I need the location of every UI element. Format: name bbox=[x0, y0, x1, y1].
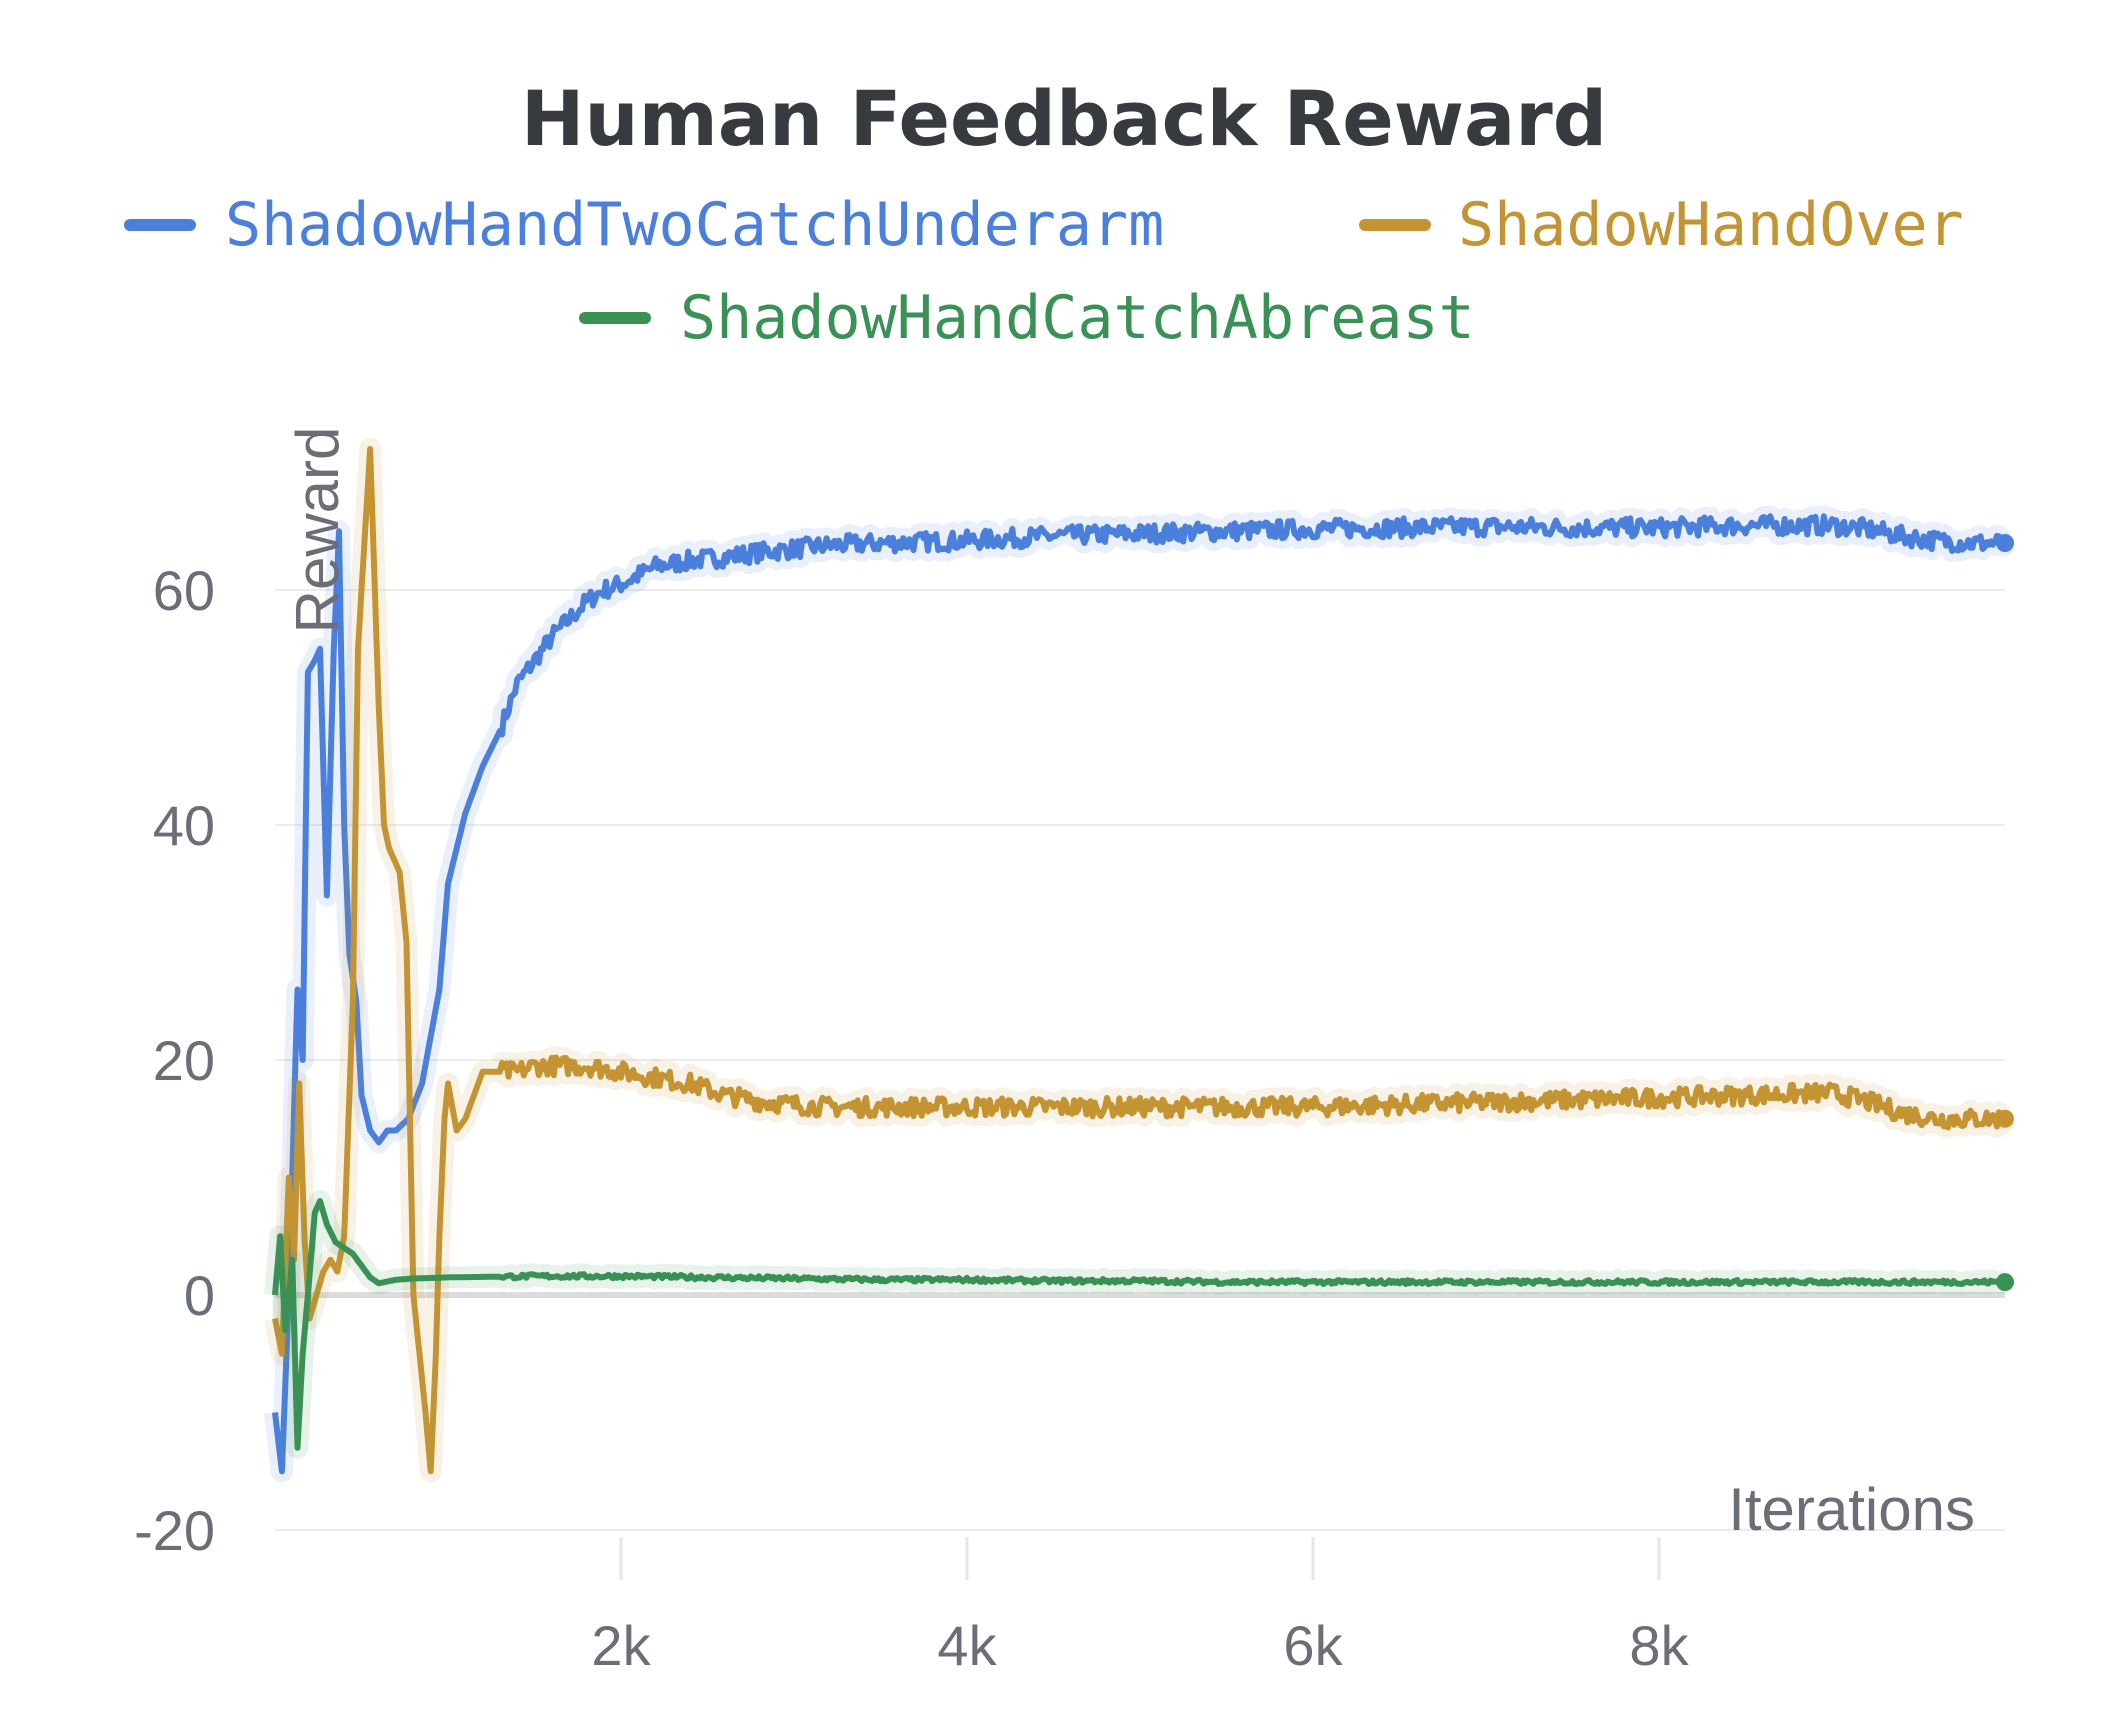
legend: ShadowHandTwoCatchUnderarm ShadowHandOver… bbox=[124, 190, 1964, 353]
y-tick-label: 0 bbox=[184, 1264, 215, 1327]
legend-entry: ShadowHandOver bbox=[1458, 190, 1964, 260]
x-tick-label: 2k bbox=[591, 1614, 651, 1677]
y-axis-label: Reward bbox=[284, 427, 351, 634]
y-tick-label: -20 bbox=[134, 1499, 215, 1562]
series-band bbox=[264, 1190, 2014, 1459]
x-axis-ticks: 2k 4k 6k 8k bbox=[591, 1614, 1689, 1677]
y-tick-label: 60 bbox=[153, 559, 215, 622]
y-axis-ticks: -20 0 20 40 60 bbox=[134, 559, 215, 1562]
x-tick-label: 8k bbox=[1629, 1614, 1689, 1677]
x-axis-label: Iterations bbox=[1728, 1476, 1975, 1543]
y-tick-label: 20 bbox=[153, 1029, 215, 1092]
legend-entry: ShadowHandCatchAbreast bbox=[680, 283, 1475, 353]
y-tick-label: 40 bbox=[153, 794, 215, 857]
x-tick-label: 4k bbox=[937, 1614, 997, 1677]
series-line bbox=[272, 446, 2008, 1475]
series-band bbox=[264, 438, 2015, 1483]
chart-title: Human Feedback Reward bbox=[521, 74, 1607, 163]
series-end-point bbox=[1996, 1109, 2014, 1128]
series-line bbox=[272, 1198, 2006, 1451]
legend-entry: ShadowHandTwoCatchUnderarm bbox=[225, 190, 1164, 260]
series-line bbox=[272, 513, 2008, 1475]
series-end-point bbox=[1996, 534, 2014, 552]
series-layer bbox=[264, 438, 2015, 1483]
series-end-point bbox=[1996, 1273, 2014, 1292]
x-tick-label: 6k bbox=[1283, 1614, 1343, 1677]
